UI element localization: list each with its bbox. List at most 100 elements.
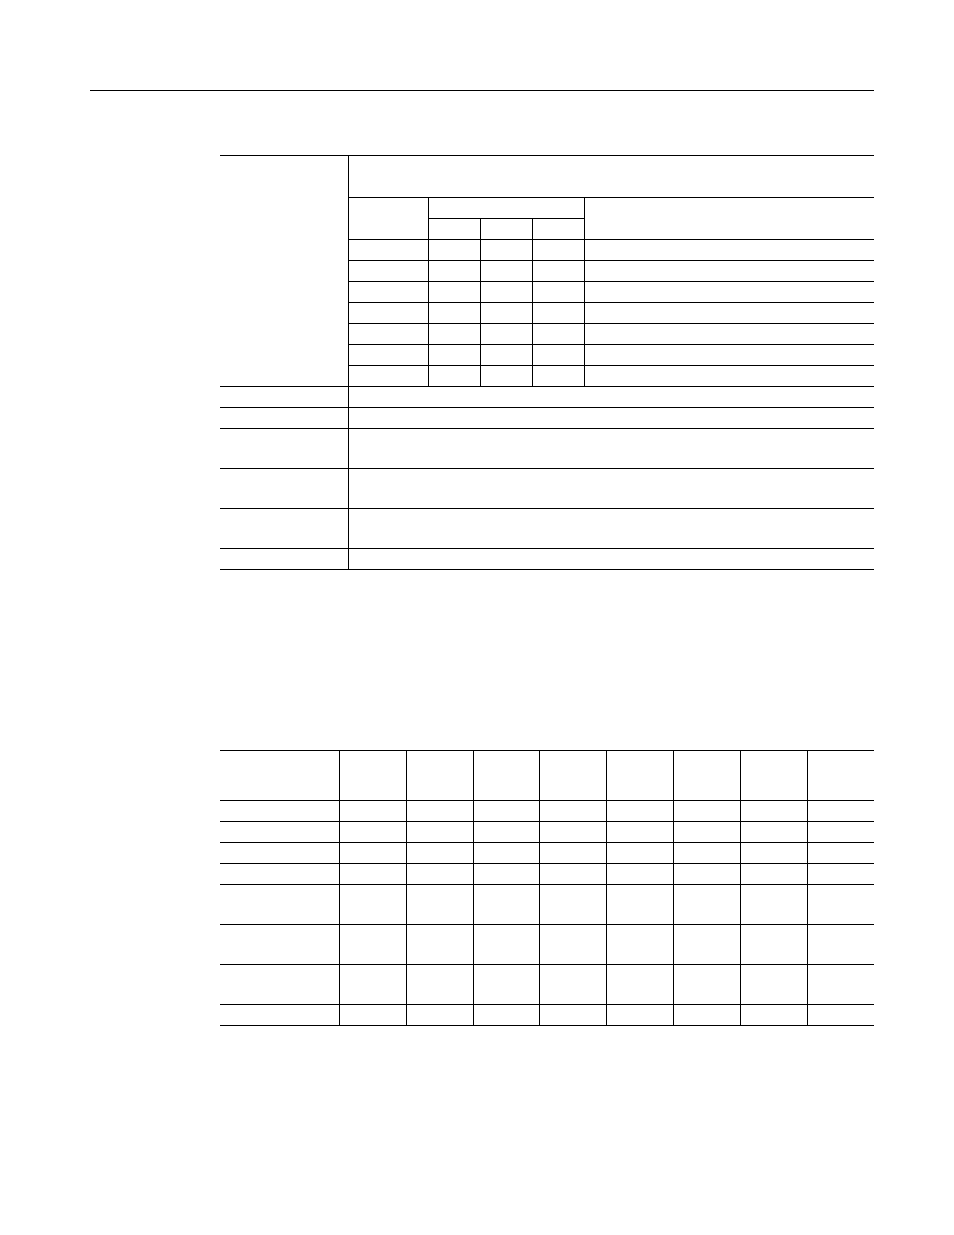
table-cell — [473, 843, 540, 864]
table-cell — [674, 864, 741, 885]
table-row — [220, 408, 874, 429]
table-cell — [607, 925, 674, 965]
table-cell — [428, 219, 480, 240]
table-cell — [406, 843, 473, 864]
table-cell — [807, 751, 874, 801]
table-cell — [220, 965, 340, 1005]
table-cell — [674, 925, 741, 965]
table-cell — [584, 240, 874, 261]
table-cell — [220, 864, 340, 885]
table-cell — [348, 324, 428, 345]
table-cell — [473, 965, 540, 1005]
table-cell — [540, 965, 607, 1005]
table-cell — [674, 822, 741, 843]
table-cell — [220, 408, 348, 429]
table-cell — [220, 751, 340, 801]
table-cell — [406, 965, 473, 1005]
table-cell — [406, 885, 473, 925]
table-row — [220, 1005, 874, 1026]
table-cell — [340, 925, 407, 965]
table-cell — [584, 303, 874, 324]
table-cell — [220, 843, 340, 864]
table-cell — [584, 282, 874, 303]
table-cell — [473, 925, 540, 965]
table-cell — [532, 324, 584, 345]
table-cell — [480, 219, 532, 240]
table-cell — [540, 864, 607, 885]
table-cell — [532, 240, 584, 261]
table-cell — [532, 261, 584, 282]
table-cell — [740, 965, 807, 1005]
table-cell — [807, 885, 874, 925]
table-cell — [540, 1005, 607, 1026]
table-cell — [532, 303, 584, 324]
table-cell — [406, 751, 473, 801]
table-cell — [584, 261, 874, 282]
table-cell — [406, 1005, 473, 1026]
table-cell — [480, 261, 532, 282]
table-cell — [584, 366, 874, 387]
table-cell — [674, 1005, 741, 1026]
header-rule — [90, 90, 874, 91]
table-cell — [532, 366, 584, 387]
table-cell — [340, 843, 407, 864]
table-cell — [540, 822, 607, 843]
table-cell — [348, 282, 428, 303]
table-cell — [348, 469, 874, 509]
table-cell — [348, 198, 428, 240]
table-row — [220, 885, 874, 925]
table-cell — [674, 885, 741, 925]
table-cell — [584, 345, 874, 366]
table-row — [220, 822, 874, 843]
table-cell — [480, 366, 532, 387]
table-cell — [480, 240, 532, 261]
table-cell — [807, 822, 874, 843]
table-cell — [674, 801, 741, 822]
table-cell — [540, 885, 607, 925]
table-cell — [220, 387, 348, 408]
table-cell — [740, 822, 807, 843]
table-cell — [406, 801, 473, 822]
table-cell — [340, 751, 407, 801]
table-cell — [428, 324, 480, 345]
table-cell — [220, 822, 340, 843]
table-1 — [220, 155, 874, 570]
table-cell — [428, 303, 480, 324]
table-cell — [674, 965, 741, 1005]
table-cell — [473, 801, 540, 822]
table-cell — [740, 864, 807, 885]
table-row — [220, 965, 874, 1005]
table-cell — [340, 864, 407, 885]
table-cell — [473, 751, 540, 801]
table-cell — [406, 864, 473, 885]
table-cell — [348, 408, 874, 429]
table-cell — [406, 822, 473, 843]
table-row — [220, 509, 874, 549]
table-cell — [348, 509, 874, 549]
table-cell — [473, 822, 540, 843]
table-cell — [428, 198, 584, 219]
table-cell — [607, 751, 674, 801]
table-cell — [220, 549, 348, 570]
table-cell — [740, 751, 807, 801]
table-cell — [807, 925, 874, 965]
table-cell — [607, 1005, 674, 1026]
table-cell — [480, 303, 532, 324]
table-cell — [220, 156, 348, 387]
table-cell — [674, 751, 741, 801]
table-cell — [220, 469, 348, 509]
table-cell — [220, 429, 348, 469]
table-cell — [340, 885, 407, 925]
table-cell — [473, 1005, 540, 1026]
table-cell — [807, 965, 874, 1005]
table-cell — [540, 751, 607, 801]
table-cell — [480, 345, 532, 366]
table-cell — [340, 801, 407, 822]
table-cell — [480, 324, 532, 345]
table-cell — [348, 549, 874, 570]
table-cell — [807, 1005, 874, 1026]
table-cell — [348, 366, 428, 387]
table-cell — [607, 801, 674, 822]
table-cell — [540, 801, 607, 822]
table-cell — [428, 366, 480, 387]
